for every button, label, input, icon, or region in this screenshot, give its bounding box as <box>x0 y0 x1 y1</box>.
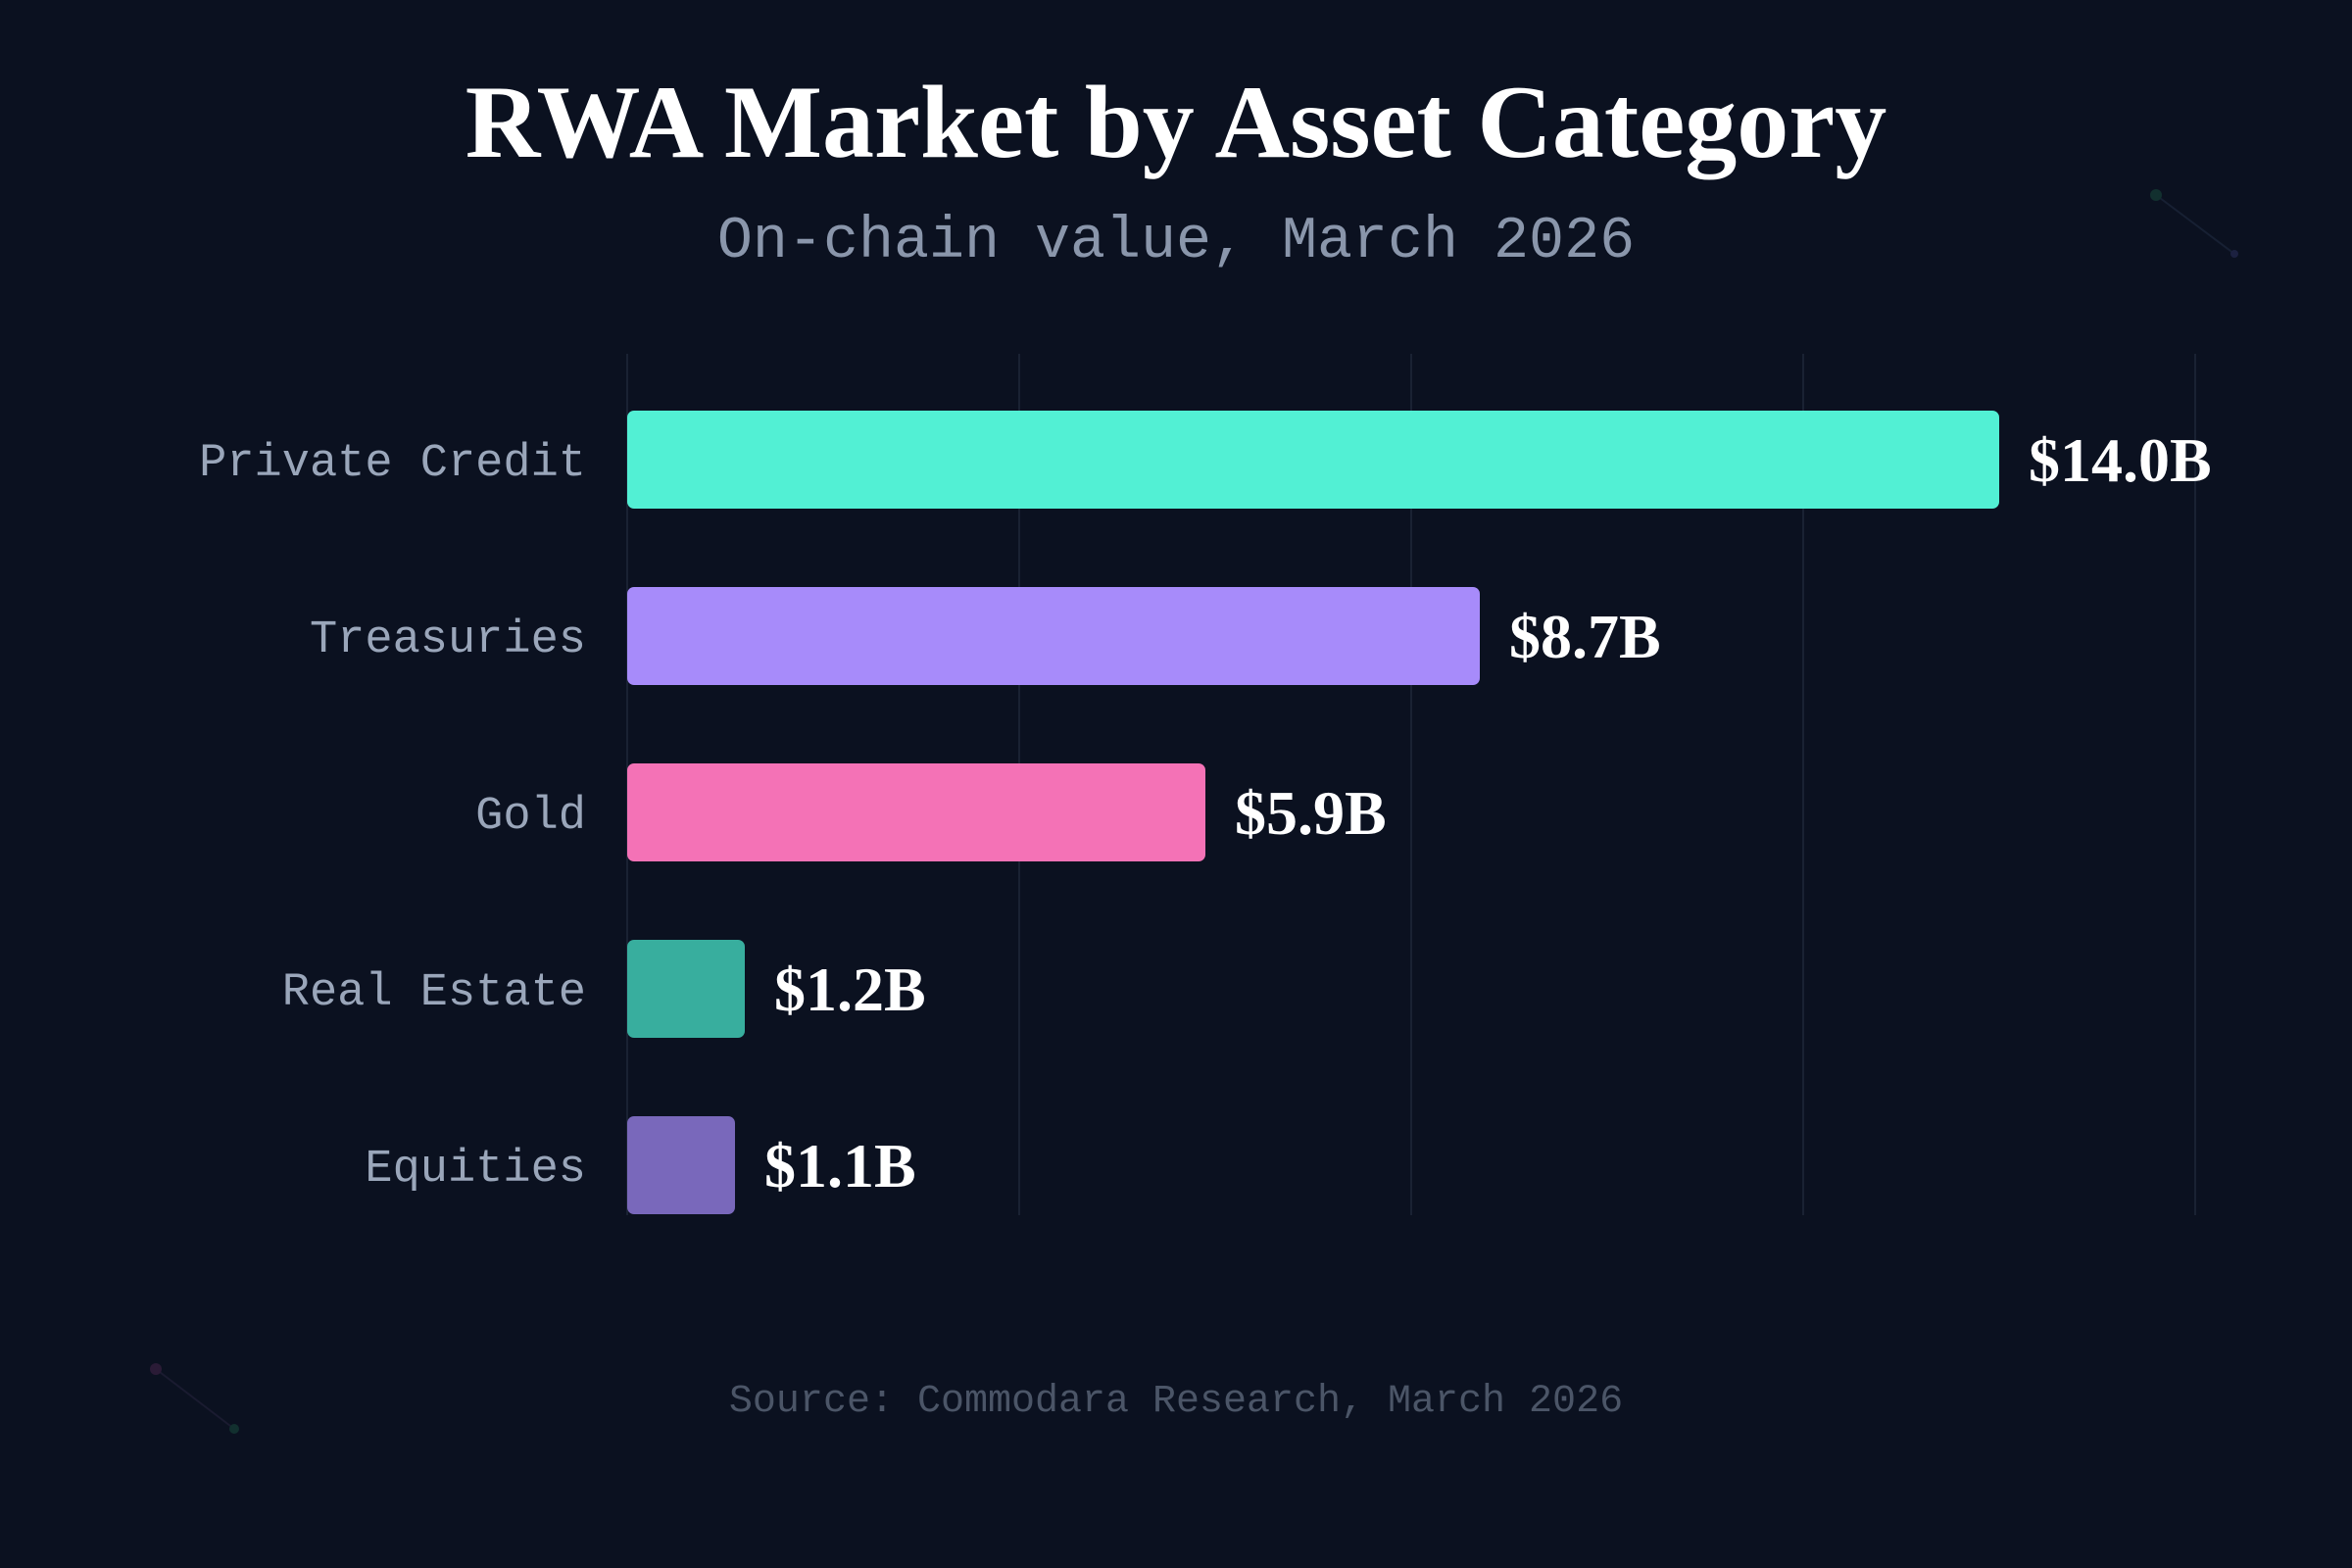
bar-row: Treasuries $8.7B <box>310 587 1661 685</box>
bar <box>627 940 745 1038</box>
value-label: $5.9B <box>1235 778 1387 848</box>
category-label: Private Credit <box>199 438 586 490</box>
bar-row: Real Estate $1.2B <box>282 940 926 1038</box>
bars: Private Credit $14.0B Treasuries $8.7B Gold $… <box>199 411 2212 1214</box>
bar-row: Gold $5.9B <box>475 763 1387 861</box>
chart-title: RWA Market by Asset Category <box>466 65 1887 179</box>
value-label: $1.2B <box>774 955 926 1024</box>
category-label: Treasuries <box>310 614 586 666</box>
bar <box>627 411 1999 509</box>
value-label: $8.7B <box>1509 602 1661 671</box>
chart-subtitle: On-chain value, March 2026 <box>717 209 1635 275</box>
bar-row: Private Credit $14.0B <box>199 411 2212 509</box>
bar <box>627 763 1205 861</box>
decoration <box>150 189 2238 1434</box>
category-label: Gold <box>475 791 586 843</box>
value-label: $1.1B <box>764 1131 916 1200</box>
bar-row: Equities $1.1B <box>365 1116 916 1214</box>
category-label: Equities <box>365 1144 586 1196</box>
category-label: Real Estate <box>282 967 586 1019</box>
bar <box>627 1116 735 1214</box>
source-note: Source: Commodara Research, March 2026 <box>729 1380 1623 1424</box>
value-label: $14.0B <box>2029 425 2212 495</box>
bar <box>627 587 1480 685</box>
